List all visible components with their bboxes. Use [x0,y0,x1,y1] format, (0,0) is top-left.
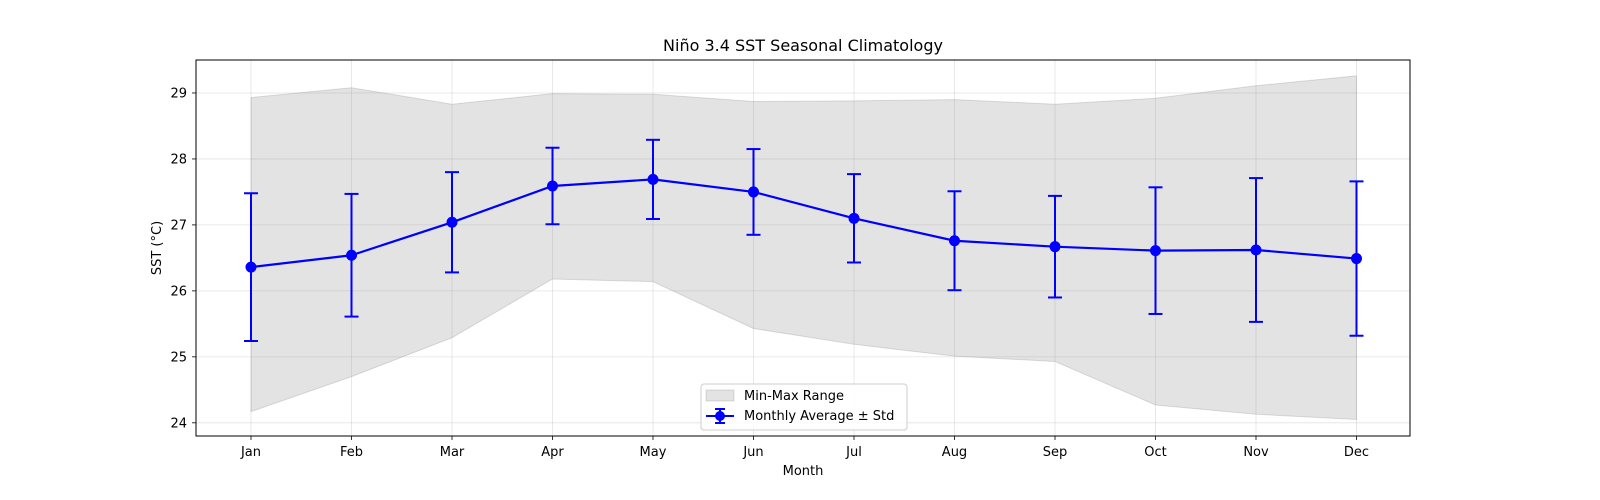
mean-point [1049,241,1061,253]
x-tick-label: Oct [1144,445,1166,460]
y-tick-label: 24 [170,416,187,431]
x-tick-label: Mar [440,445,465,460]
mean-point [848,212,860,224]
mean-point [1150,245,1161,257]
legend-line-swatch [706,408,734,424]
mean-point [446,216,458,228]
x-tick-label: Aug [942,445,967,460]
legend: Min-Max Range Monthly Average ± Std [700,383,908,431]
x-axis-title: Month [783,464,824,479]
x-tick-label: May [640,445,667,460]
mean-point [748,186,759,198]
y-axis: 24 25 26 27 28 29 [170,86,196,431]
mean-point [1250,244,1262,256]
y-tick-label: 26 [170,284,187,299]
y-tick-label: 25 [170,350,187,365]
legend-label-band: Min-Max Range [744,389,844,404]
legend-label-line: Monthly Average ± Std [744,409,894,424]
min-max-area [250,75,1357,421]
mean-point [647,173,659,185]
y-tick-label: 28 [170,152,187,167]
x-tick-label: Apr [541,445,564,460]
y-axis-title: SST (°C) [150,221,165,275]
x-tick-label: Jan [240,445,261,460]
x-tick-label: Sep [1043,445,1068,460]
plot-frame [195,59,1411,437]
legend-marker [715,411,725,421]
mean-point [245,261,257,273]
series-layer [244,138,1364,343]
legend-box [700,383,908,431]
mean-point [949,235,960,247]
x-tick-label: Jun [742,445,763,460]
y-tick-label: 29 [170,86,187,101]
x-tick-label: Jul [845,445,862,460]
chart-title: Niño 3.4 SST Seasonal Climatology [663,36,943,55]
x-tick-label: Dec [1344,445,1369,460]
legend-band-swatch [705,389,735,402]
mean-line [250,178,1357,269]
x-axis: Jan Feb Mar Apr May Jun Jul Aug Sep Oct Nov Dec [240,436,1369,460]
mean-point [547,180,558,192]
x-tick-label: Feb [340,445,363,460]
y-tick-label: 27 [170,218,187,233]
x-tick-label: Nov [1243,445,1269,460]
min-max-band [250,75,1357,421]
mean-point [346,249,357,261]
mean-point [1351,253,1362,265]
